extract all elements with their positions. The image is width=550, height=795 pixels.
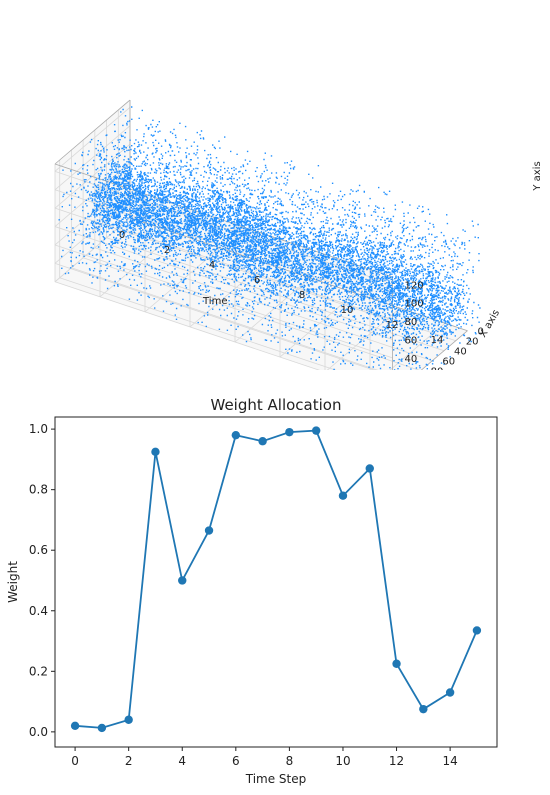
time-tick-label: 4 [209, 260, 215, 271]
y-axis-tick-label: 100 [404, 299, 423, 310]
x-tick-label: 8 [286, 754, 294, 768]
axis-ticks-3d: 0246810121402040608010012002040608010012… [119, 230, 484, 370]
grid-side-y [54, 125, 131, 191]
y-tick-label: 0.0 [29, 725, 48, 739]
y-tick-label: 0.8 [29, 483, 48, 497]
data-point [365, 464, 374, 473]
edge-left-top [54, 99, 131, 165]
data-point [445, 688, 455, 697]
chart-title: Weight Allocation [211, 396, 342, 414]
x-tick-label: 14 [442, 754, 457, 768]
data-point [70, 721, 80, 731]
data-point [472, 626, 482, 635]
y-axis-tick-label: 60 [404, 336, 417, 347]
x-axis-tick-label: 40 [454, 347, 467, 358]
grid-floor-time [326, 307, 401, 370]
time-tick-label: 0 [119, 230, 125, 241]
y-axis-tick-label: 120 [404, 280, 423, 291]
data-point [392, 659, 401, 668]
side-pane [54, 100, 130, 282]
x-tick-label: 6 [232, 754, 240, 768]
y-tick-label: 0.4 [29, 604, 48, 618]
time-tick-label: 8 [299, 290, 305, 301]
grid-floor-time [389, 322, 446, 370]
grid-side-y [54, 180, 131, 246]
data-point [285, 427, 294, 437]
x-axis-label: Time Step [245, 772, 307, 786]
edge-right-floor [420, 330, 468, 370]
z-axis-label-y-axis: Y axis [532, 161, 543, 191]
data-point [338, 491, 348, 500]
grid-floor-time [99, 232, 176, 298]
time-tick-label: 10 [341, 305, 354, 316]
grid-floor-time [279, 292, 356, 358]
grid-back-y [54, 262, 375, 370]
grid-floor-x [71, 267, 379, 370]
x-axis-tick-label: 60 [442, 357, 455, 368]
y-tick-label: 0.2 [29, 664, 48, 678]
scatter-point-cloud [58, 106, 481, 370]
weight-series-markers [70, 426, 482, 733]
data-point [419, 704, 428, 714]
time-tick-label: 6 [254, 275, 260, 286]
data-point [151, 447, 160, 457]
y-tick-label: 1.0 [29, 422, 48, 436]
time-tick-label: 14 [431, 335, 444, 346]
grid-side-y [54, 107, 131, 172]
weight-allocation-chart: Weight Allocation 0 2 4 6 8 10 12 14 0.0 0.2 0.4 0.… [6, 396, 498, 786]
scatter-points [58, 106, 481, 370]
data-point [231, 430, 241, 440]
data-point [178, 576, 187, 585]
plot-frame [54, 416, 498, 748]
x-tick-label: 12 [389, 754, 404, 768]
x-tick-label: 0 [71, 754, 79, 768]
x-tick-label: 4 [178, 754, 186, 768]
scatter-3d-chart: 0246810121402040608010012002040608010012… [54, 99, 543, 370]
x-tick-label: 2 [125, 754, 133, 768]
x-tick-label: 10 [335, 754, 350, 768]
floor-pane [54, 217, 468, 370]
data-point [258, 437, 267, 446]
time-tick-label: 2 [164, 245, 170, 256]
data-point [204, 526, 214, 535]
grid-side-y [54, 217, 131, 283]
time-tick-label: 12 [386, 320, 399, 331]
grid-back-y [54, 244, 393, 359]
grid-back-y [54, 170, 393, 285]
data-point [311, 426, 321, 435]
grid-floor-x [59, 277, 337, 370]
y-axis-tick-label: 80 [404, 317, 417, 328]
axis-ticks-2d: 0 2 4 6 8 10 12 14 0.0 0.2 0.4 0.6 0.8 1.0 [29, 422, 458, 768]
x-axis-tick-label: 0 [478, 327, 484, 338]
grid-floor-x [82, 257, 420, 370]
x-axis-tick-label: 20 [466, 337, 479, 348]
y-axis-label-x-axis: X axis [478, 308, 503, 340]
weight-series-line [75, 429, 478, 729]
grid-back-y [54, 281, 320, 370]
y-axis-label: Weight [6, 561, 20, 603]
x-axis-label-time: Time [202, 296, 227, 307]
x-axis-tick-label: 80 [431, 367, 444, 370]
y-axis-tick-label: 40 [404, 354, 417, 365]
data-point [97, 723, 107, 733]
data-point [124, 715, 133, 724]
y-tick-label: 0.6 [29, 543, 48, 557]
